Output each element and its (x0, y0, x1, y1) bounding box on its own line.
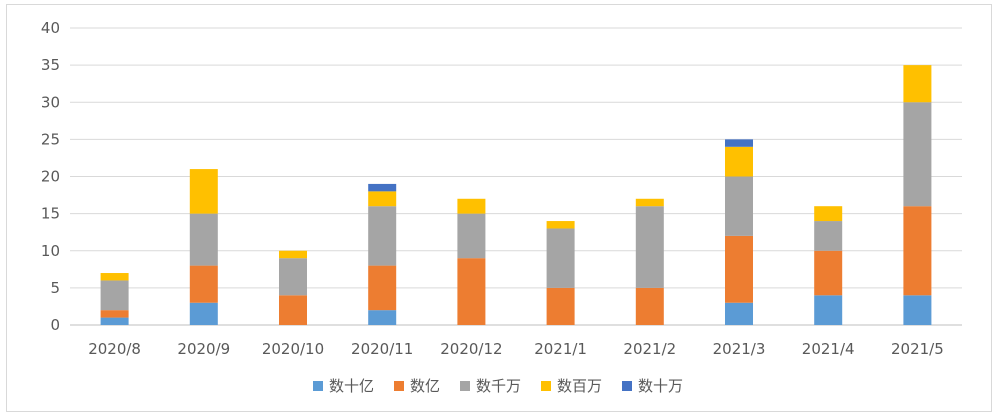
y-tick-label: 30 (41, 93, 60, 111)
bar-segment (903, 206, 932, 296)
y-tick-label: 0 (50, 316, 60, 334)
y-tick-label: 20 (41, 168, 60, 186)
legend-swatch (460, 381, 470, 391)
x-tick-label: 2021/4 (802, 340, 855, 358)
bar-segment (635, 198, 664, 207)
bar-segment (100, 280, 129, 311)
bar-segment (635, 206, 664, 288)
legend-swatch (541, 381, 551, 391)
bar-segment (457, 198, 486, 214)
bar-segment (635, 287, 664, 325)
x-tick-label: 2021/1 (534, 340, 587, 358)
bar-segment (457, 213, 486, 259)
bar-segment (100, 317, 129, 325)
x-tick-label: 2020/12 (440, 340, 502, 358)
bar-segment (814, 221, 843, 251)
y-tick-label: 25 (41, 130, 60, 148)
bar-segment (189, 213, 218, 266)
x-tick-label: 2020/8 (88, 340, 141, 358)
legend-swatch (313, 381, 323, 391)
bar-segment (457, 258, 486, 325)
bar-segment (189, 302, 218, 325)
legend-label: 数亿 (410, 377, 440, 395)
bar-segment (814, 250, 843, 296)
bar-segment (903, 295, 932, 325)
bar-segment (814, 295, 843, 325)
bar-segment (546, 221, 575, 229)
bar-segment (279, 258, 307, 296)
y-tick-label: 10 (41, 242, 60, 260)
legend-swatch (394, 381, 404, 391)
legend-label: 数千万 (476, 377, 521, 395)
bar-segment (903, 65, 932, 103)
bar-segment (725, 139, 753, 147)
bar-segment (189, 169, 218, 214)
bar-segment (725, 302, 753, 325)
bar-segment (368, 191, 397, 207)
bar-segment (546, 287, 575, 325)
bar-segment (279, 250, 307, 259)
legend-label: 数十亿 (329, 377, 374, 395)
bar-segment (368, 183, 397, 192)
x-tick-label: 2021/3 (713, 340, 766, 358)
x-tick-label: 2020/9 (177, 340, 230, 358)
bar-segment (100, 273, 129, 281)
bar-segment (189, 265, 218, 303)
bar-segment (100, 310, 129, 318)
bar-segment (725, 146, 753, 177)
y-tick-label: 5 (50, 279, 60, 297)
x-tick-label: 2020/10 (262, 340, 324, 358)
bar-segment (725, 235, 753, 303)
y-tick-label: 40 (41, 19, 60, 37)
legend-label: 数十万 (638, 377, 683, 395)
x-tick-label: 2021/2 (623, 340, 676, 358)
y-tick-label: 15 (41, 205, 60, 223)
bar-segment (279, 295, 307, 325)
bar-segment (368, 265, 397, 311)
bar-segment (368, 310, 397, 325)
legend-label: 数百万 (557, 377, 602, 395)
x-tick-label: 2020/11 (351, 340, 413, 358)
y-tick-label: 35 (41, 56, 60, 74)
x-tick-label: 2021/5 (891, 340, 944, 358)
legend-swatch (622, 381, 632, 391)
bar-segment (725, 176, 753, 236)
bar-segment (814, 206, 843, 222)
bar-segment (546, 228, 575, 288)
bar-segment (368, 206, 397, 266)
bar-segment (903, 102, 932, 207)
